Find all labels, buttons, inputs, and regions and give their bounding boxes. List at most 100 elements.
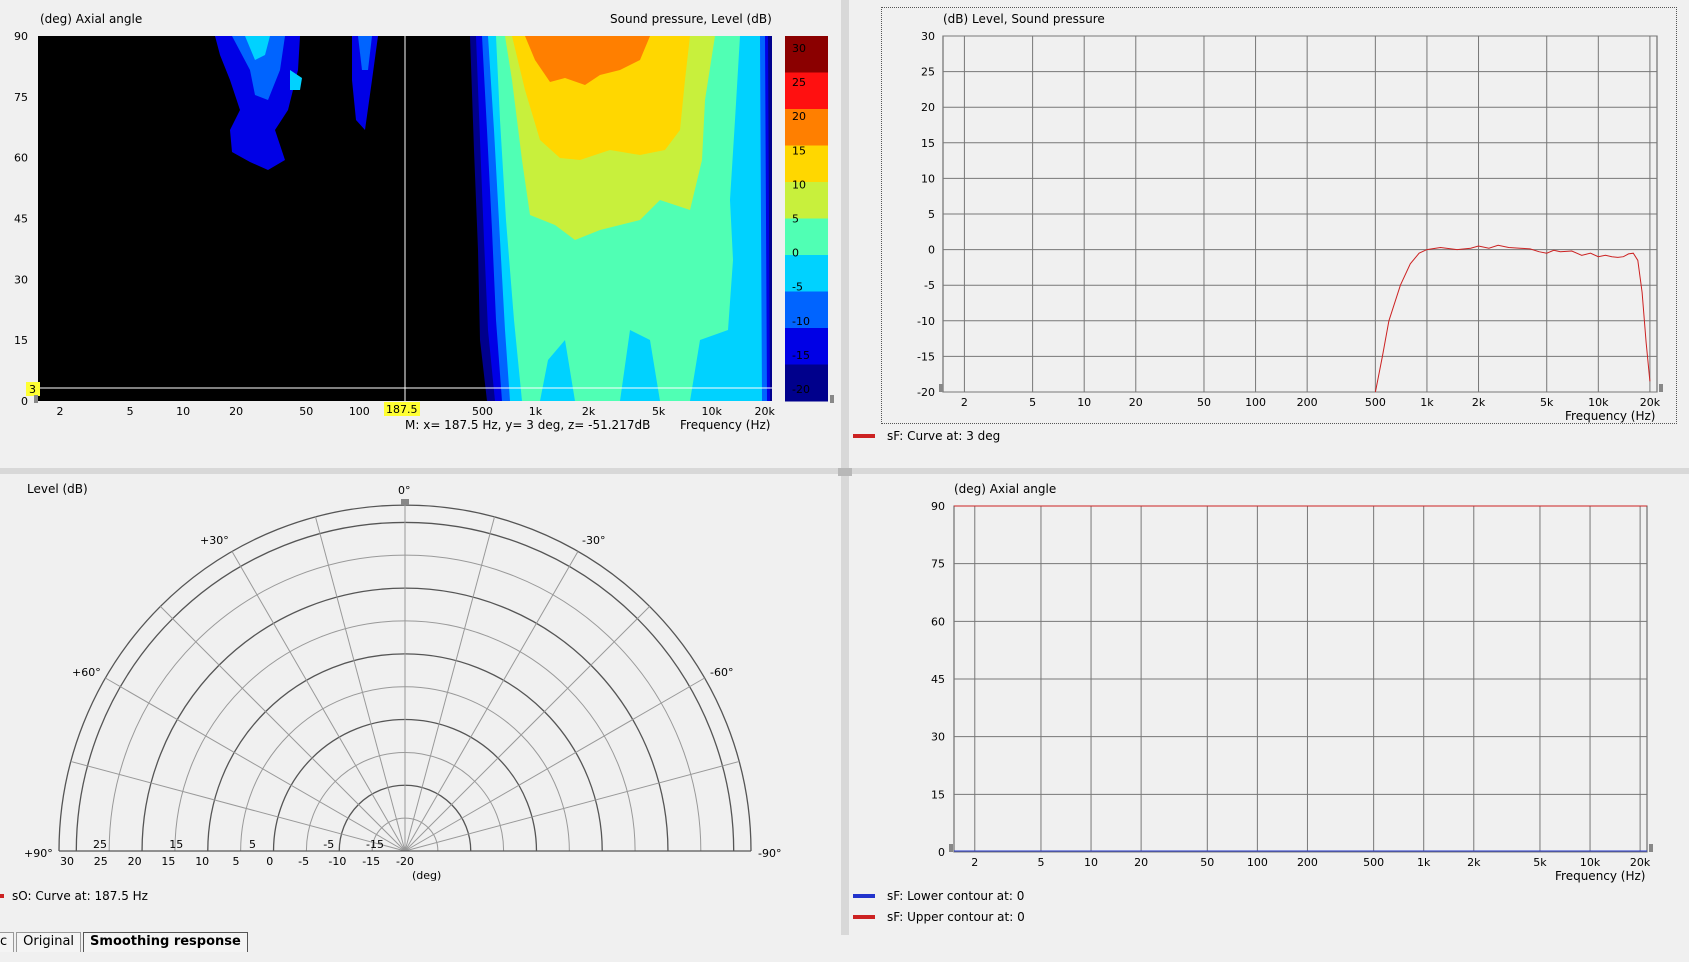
heatmap-panel: (deg) Axial angle Sound pressure, Level … [0,0,841,468]
polar-angle-p60: +60° [72,666,101,679]
contour-legend-upper-label: sF: Upper contour at: 0 [887,910,1025,924]
polar-spoke [404,605,651,852]
level-x-tick: 100 [1245,396,1266,409]
contour-y-tick: 15 [931,788,945,801]
heatmap-colorbar-swatch [785,109,828,146]
polar-spoke [404,760,740,852]
polar-radial-tick-inner: 5 [249,838,256,851]
polar-spoke [70,760,406,852]
heatmap-y-tick: 45 [14,213,28,226]
polar-grid [58,499,752,852]
heatmap-island-4 [290,70,302,90]
level-x-tick: 10k [1588,396,1609,409]
contour-x-tick: 100 [1247,856,1268,869]
contour-y-tick: 0 [938,846,945,859]
polar-panel: Level (dB) 0° +30° -30° +60° -60° +90° -… [0,474,841,934]
heatmap-y-axis-label: (deg) Axial angle [40,12,143,26]
heatmap-colorbar: 30 25 20 15 10 5 0 -5 -10 -15 -20 [785,36,828,402]
polar-top-marker [401,499,409,505]
heatmap-x-tick: 2 [57,405,64,418]
contour-x-tick: 20k [1630,856,1651,869]
heatmap-x-tick: 50 [299,405,313,418]
bottom-tab-bar: c Original Smoothing response [0,932,250,952]
vertical-splitter[interactable] [841,0,849,935]
heatmap-x-tick: 500 [472,405,493,418]
level-x-ticks: 2 5 10 20 50 100 200 500 1k 2k 5k 10k 20k [961,396,1661,409]
level-x-tick: 2 [961,396,968,409]
polar-radial-tick-inner: 25 [93,838,107,851]
level-x-tick: 20 [1129,396,1143,409]
heatmap-cursor-x-value: 187.5 [386,403,418,416]
tab-c[interactable]: c [0,932,15,952]
tab-smoothing-response[interactable]: Smoothing response [83,932,248,952]
heatmap-island-6 [358,36,372,70]
level-y-tick: 20 [921,101,935,114]
polar-radial-tick-inner: -15 [366,838,384,851]
polar-radial-tick: 5 [233,855,240,868]
polar-spoke [105,677,406,852]
heatmap-island-5 [352,36,378,130]
heatmap-colorbar-tick: -10 [792,315,810,328]
contour-y-ticks: 90 75 60 45 30 15 0 [931,500,945,859]
heatmap-colorbar-tick: 15 [792,144,806,157]
polar-radial-tick-inner: -5 [323,838,334,851]
contour-y-tick: 45 [931,673,945,686]
heatmap-z-axis-label: Sound pressure, Level (dB) [610,12,772,26]
heatmap-cursor-x-badge [384,402,420,416]
level-scroll-left [939,384,943,392]
level-x-tick: 500 [1365,396,1386,409]
level-x-tick: 50 [1197,396,1211,409]
level-x-tick: 200 [1297,396,1318,409]
splitter-grip[interactable] [838,468,852,476]
heatmap-x-ticks: 2 5 10 20 50 100 500 1k 2k 5k 10k 20k [57,405,776,418]
polar-chart[interactable]: 0° +30° -30° +60° -60° +90° -90° 30 25 20 1… [0,474,841,894]
polar-radial-tick: 25 [94,855,108,868]
contour-x-tick: 5k [1533,856,1547,869]
contour-scroll-left [949,844,953,852]
polar-radial-tick: -20 [396,855,414,868]
heatmap-colorbar-tick: 25 [792,76,806,89]
level-curve-3deg [1374,244,1651,393]
polar-radial-ticks: 30 25 20 15 10 5 0 -5 -10 -15 -20 [60,855,414,868]
level-y-tick: 0 [928,244,935,257]
level-x-tick: 20k [1640,396,1661,409]
heatmap-colorbar-swatch [785,255,828,292]
polar-radial-tick: 10 [195,855,209,868]
contour-y-tick: 75 [931,558,945,571]
level-legend-label: sF: Curve at: 3 deg [887,429,1001,443]
heatmap-colorbar-tick: -5 [792,281,803,294]
level-y-tick: -5 [924,279,935,292]
contour-y-tick: 60 [931,615,945,628]
polar-axis-label: Level (dB) [27,482,88,496]
level-focus-frame [881,7,1677,424]
polar-angle-p90: +90° [24,847,53,860]
contour-chart[interactable]: 90 75 60 45 30 15 0 2 5 10 20 50 100 200 500 1k 2k 5k 10k… [849,474,1689,894]
heatmap-contours [215,36,772,401]
heatmap-colorbar-swatch [785,328,828,365]
heatmap-x-tick: 20k [755,405,776,418]
level-x-tick: 10 [1077,396,1091,409]
heatmap-colorbar-swatch [785,72,828,110]
contour-y-tick: 30 [931,731,945,744]
heatmap-colorbar-tick: -20 [792,383,810,396]
contour-x-tick: 10k [1580,856,1601,869]
heatmap-scroll-left [34,395,38,403]
heatmap-y-tick: 15 [14,334,28,347]
level-x-tick: 5 [1029,396,1036,409]
polar-spoke [404,677,705,852]
heatmap-y-tick: 75 [14,91,28,104]
level-grid [943,35,1657,393]
heatmap-colorbar-swatch [785,36,828,73]
contour-x-tick: 10 [1084,856,1098,869]
heatmap-x-tick: 2k [582,405,596,418]
contour-x-axis-label: Frequency (Hz) [1555,869,1646,883]
contour-x-tick: 50 [1200,856,1214,869]
polar-spoke [404,516,496,852]
level-y-tick: 10 [921,172,935,185]
heatmap-island-2 [232,36,285,100]
tab-original[interactable]: Original [16,932,82,952]
heatmap-x-tick: 20 [229,405,243,418]
polar-radial-ticks-inner: 25 15 5 -5 -15 [93,838,384,851]
